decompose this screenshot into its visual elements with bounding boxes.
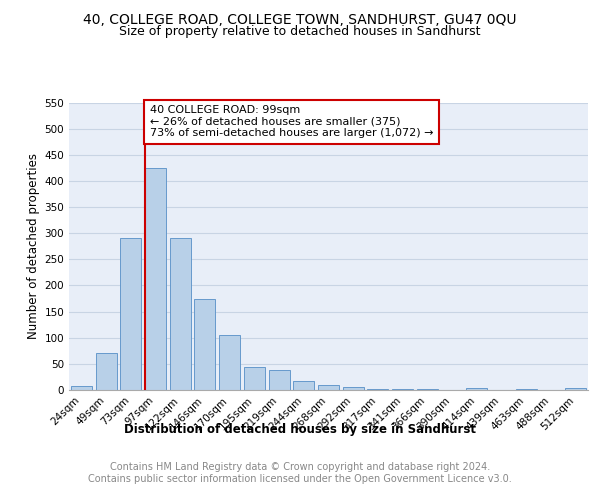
Bar: [343, 388, 364, 390]
Bar: [145, 168, 166, 390]
Bar: [95, 354, 116, 390]
Text: Contains HM Land Registry data © Crown copyright and database right 2024.
Contai: Contains HM Land Registry data © Crown c…: [88, 462, 512, 484]
Text: Size of property relative to detached houses in Sandhurst: Size of property relative to detached ho…: [119, 25, 481, 38]
Bar: [194, 298, 215, 390]
Bar: [293, 381, 314, 390]
Bar: [367, 389, 388, 390]
Bar: [219, 335, 240, 390]
Bar: [318, 386, 339, 390]
Bar: [244, 367, 265, 390]
Bar: [466, 388, 487, 390]
Bar: [565, 388, 586, 390]
Text: 40 COLLEGE ROAD: 99sqm
← 26% of detached houses are smaller (375)
73% of semi-de: 40 COLLEGE ROAD: 99sqm ← 26% of detached…: [150, 105, 433, 138]
Bar: [120, 238, 141, 390]
Bar: [71, 386, 92, 390]
Bar: [269, 370, 290, 390]
Y-axis label: Number of detached properties: Number of detached properties: [27, 153, 40, 340]
Text: Distribution of detached houses by size in Sandhurst: Distribution of detached houses by size …: [124, 422, 476, 436]
Bar: [170, 238, 191, 390]
Text: 40, COLLEGE ROAD, COLLEGE TOWN, SANDHURST, GU47 0QU: 40, COLLEGE ROAD, COLLEGE TOWN, SANDHURS…: [83, 12, 517, 26]
